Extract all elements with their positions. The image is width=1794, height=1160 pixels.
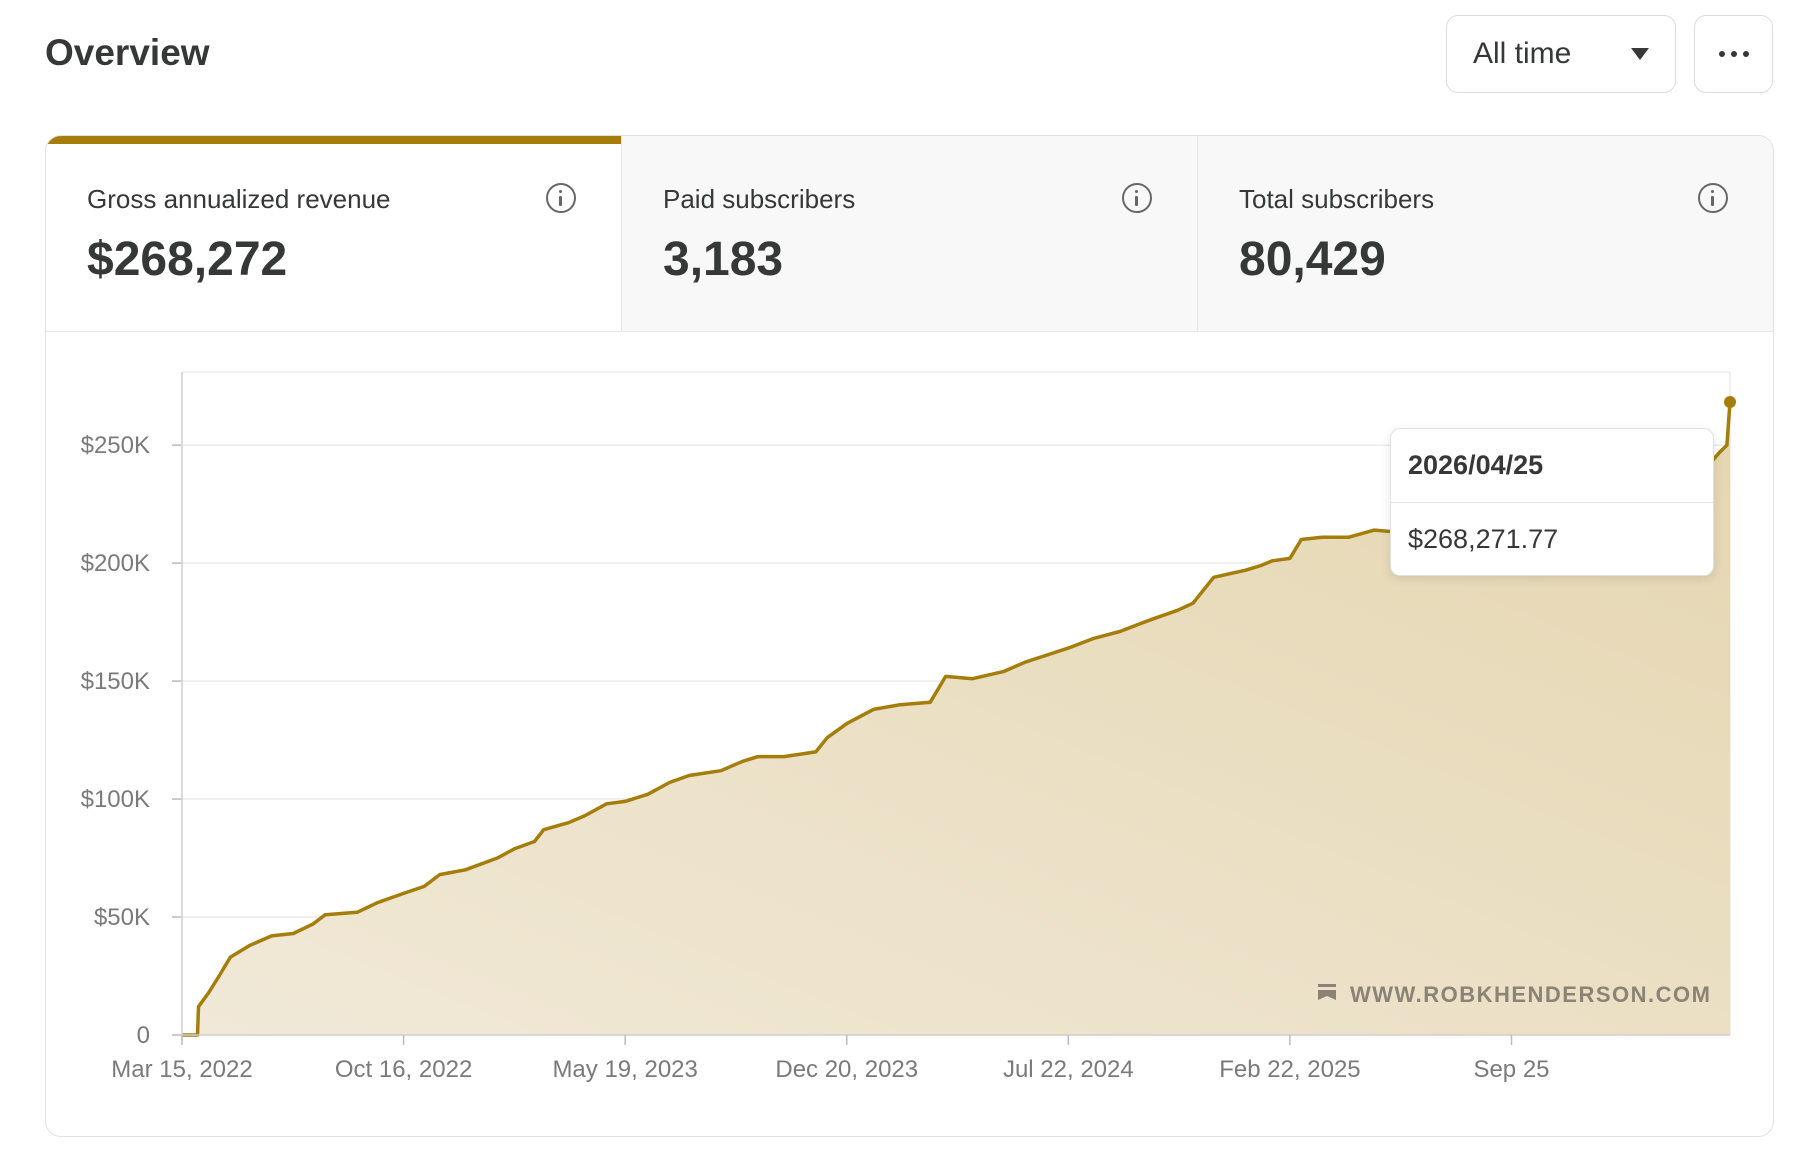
y-tick-label: $100K — [81, 786, 150, 813]
info-icon[interactable] — [546, 183, 576, 213]
info-icon[interactable] — [1698, 183, 1728, 213]
info-icon[interactable] — [1122, 183, 1152, 213]
tooltip-value: $268,271.77 — [1408, 523, 1559, 554]
watermark-text: WWW.ROBKHENDERSON.COM — [1350, 982, 1712, 1007]
tab-label: Gross annualized revenue — [87, 184, 391, 214]
tab-value: 3,183 — [663, 233, 784, 286]
x-tick-label: Dec 20, 2023 — [775, 1056, 918, 1083]
highlight-point — [1724, 396, 1736, 409]
tooltip-date: 2026/04/25 — [1391, 429, 1713, 503]
tab-value: $268,272 — [87, 233, 288, 286]
date-range-select[interactable]: All time — [1446, 15, 1676, 93]
x-tick-label: Feb 22, 2025 — [1219, 1056, 1360, 1083]
x-tick-label: Mar 15, 2022 — [111, 1056, 252, 1083]
watermark: WWW.ROBKHENDERSON.COM — [1318, 982, 1711, 1008]
y-tick-label: $200K — [81, 550, 150, 577]
more-horizontal-icon — [1718, 51, 1725, 57]
chart-tooltip: 2026/04/25 $268,271.77 — [1390, 428, 1714, 576]
bookmark-icon — [1318, 984, 1336, 1006]
y-tick-label: 0 — [137, 1022, 150, 1049]
chevron-down-icon — [1631, 48, 1649, 60]
tab-value: 80,429 — [1239, 233, 1386, 286]
tab-total-subscribers[interactable]: Total subscribers 80,429 — [1197, 136, 1773, 331]
x-tick-label: Jul 22, 2024 — [1003, 1056, 1134, 1083]
page-title: Overview — [45, 32, 210, 73]
y-tick-label: $250K — [81, 432, 150, 459]
tab-label: Paid subscribers — [663, 184, 856, 214]
x-tick-label: May 19, 2023 — [552, 1056, 697, 1083]
y-tick-label: $150K — [81, 668, 150, 695]
revenue-area — [182, 402, 1730, 1035]
x-tick-label: Oct 16, 2022 — [335, 1056, 472, 1083]
tab-label: Total subscribers — [1239, 184, 1435, 214]
more-options-button[interactable] — [1694, 15, 1773, 93]
tab-gross-annualized-revenue[interactable]: Gross annualized revenue $268,272 — [46, 136, 621, 331]
x-tick-label: Sep 25 — [1473, 1056, 1549, 1083]
tab-paid-subscribers[interactable]: Paid subscribers 3,183 — [621, 136, 1197, 331]
date-range-value: All time — [1473, 37, 1572, 70]
y-tick-label: $50K — [94, 904, 150, 931]
metric-tabs: Gross annualized revenue $268,272 Paid s… — [46, 136, 1773, 332]
